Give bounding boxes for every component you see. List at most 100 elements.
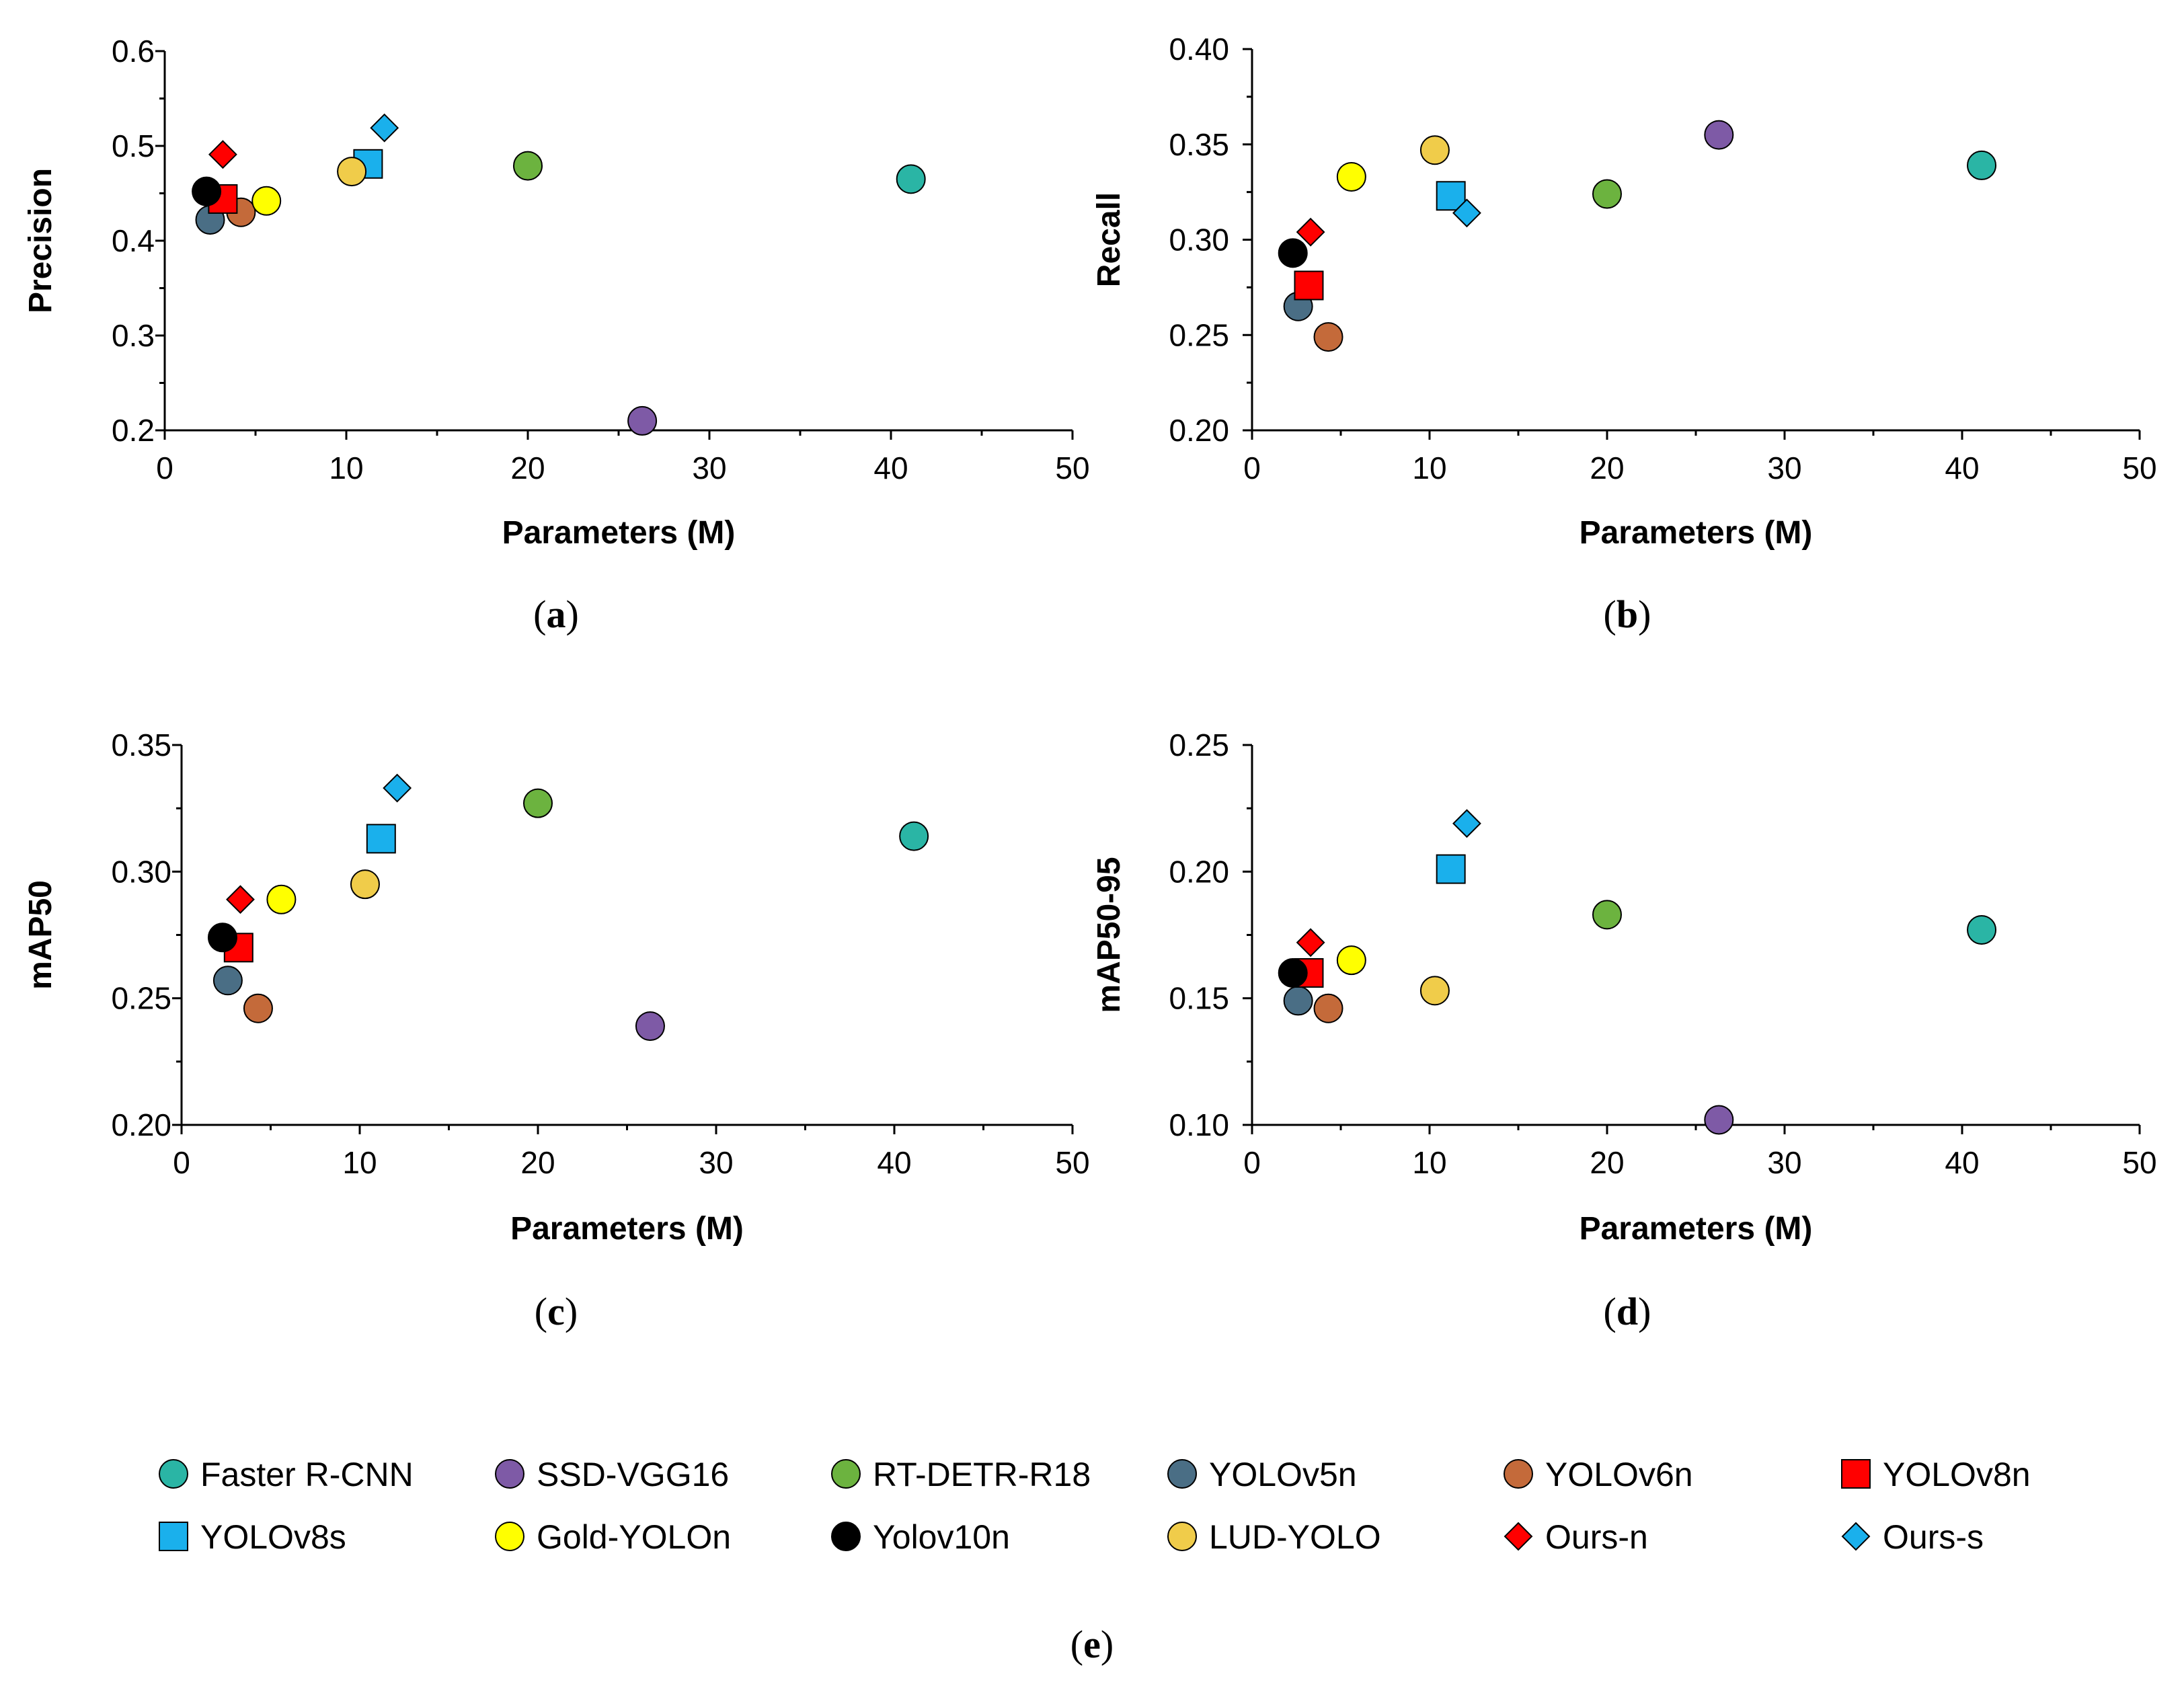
- y-tick-label: 0.6: [112, 34, 155, 69]
- x-axis-title: Parameters (M): [510, 1211, 744, 1247]
- x-tick-label: 20: [510, 450, 545, 485]
- y-tick-label: 0.2: [112, 413, 155, 448]
- legend-item-ours-n: Ours-n: [1504, 1518, 1648, 1556]
- x-tick-label: 20: [1590, 450, 1624, 485]
- legend-label: Ours-n: [1545, 1518, 1648, 1556]
- x-tick-label: 50: [1055, 450, 1089, 485]
- x-tick-label: 30: [692, 450, 726, 485]
- x-tick-label: 0: [1243, 1145, 1261, 1180]
- x-tick-label: 0: [156, 450, 173, 485]
- y-axis-title: Recall: [1091, 192, 1127, 287]
- point-ours-n: [208, 140, 237, 169]
- point-ours-s: [383, 773, 412, 803]
- legend-item-gold-yolon: Gold-YOLOn: [495, 1518, 731, 1556]
- legend-item-yolov10n: Yolov10n: [831, 1518, 1010, 1556]
- point-yolov6n: [1313, 993, 1343, 1023]
- legend-label: YOLOv8s: [200, 1518, 346, 1556]
- y-tick-label: 0.5: [112, 128, 155, 163]
- point-rt-detr-r18: [513, 151, 543, 181]
- x-tick-label: 30: [1767, 450, 1801, 485]
- y-tick-label: 0.15: [1169, 981, 1229, 1016]
- panel-d: 0 10 20 30 40 50 0.10 0.15 0.20 0.25 Parameters (M…: [1091, 728, 2157, 1333]
- point-yolov6n: [243, 993, 273, 1023]
- y-axis-title: mAP50-95: [1091, 857, 1127, 1013]
- panel-label-d: (d): [1604, 1290, 1651, 1333]
- point-yolov8s: [1436, 854, 1466, 884]
- point-yolov8s: [366, 824, 396, 854]
- x-tick-label: 0: [1243, 450, 1261, 485]
- point-ssd-vgg16: [635, 1011, 665, 1042]
- legend-item-yolov5n: YOLOv5n: [1167, 1456, 1357, 1493]
- x-tick-label: 40: [877, 1145, 911, 1180]
- x-tick-label: 50: [2122, 1145, 2156, 1180]
- y-tick-label: 0.20: [1169, 413, 1229, 448]
- panel-label-e: (e): [1070, 1622, 1114, 1666]
- point-faster-r-cnn: [1967, 150, 1997, 180]
- panel-c: 0 10 20 30 40 50 0.20 0.25 0.30 0.35 Parameters (M…: [23, 728, 1090, 1333]
- y-tick-label: 0.25: [1169, 317, 1229, 352]
- legend: Faster R-CNN SSD-VGG16 RT-DETR-R18 YOLOv5n Y…: [159, 1456, 2031, 1666]
- point-lud-yolo: [337, 157, 367, 187]
- point-ours-n: [226, 885, 255, 914]
- legend-marker-gold-yolon: [495, 1522, 524, 1551]
- point-ssd-vgg16: [627, 405, 658, 436]
- x-tick-label: 30: [699, 1145, 733, 1180]
- point-gold-yolon: [266, 884, 297, 914]
- legend-marker-yolov10n: [831, 1522, 861, 1551]
- legend-marker-faster-r-cnn: [159, 1459, 188, 1489]
- point-rt-detr-r18: [1592, 179, 1622, 209]
- x-tick-label: 50: [2122, 450, 2156, 485]
- x-axis-title: Parameters (M): [1580, 1211, 1813, 1247]
- legend-marker-ours-s: [1841, 1522, 1871, 1551]
- legend-marker-ssd-vgg16: [495, 1459, 524, 1489]
- y-tick-label: 0.35: [1169, 127, 1229, 162]
- y-tick-label: 0.40: [1169, 32, 1229, 67]
- legend-item-yolov8s: YOLOv8s: [159, 1518, 346, 1556]
- x-tick-label: 10: [342, 1145, 377, 1180]
- point-yolov10n: [1278, 238, 1308, 268]
- point-ssd-vgg16: [1704, 1105, 1734, 1135]
- point-lud-yolo: [1419, 976, 1450, 1006]
- point-ours-n: [1296, 217, 1325, 247]
- panel-label-a: (a): [533, 592, 579, 636]
- point-yolov6n: [1313, 322, 1343, 352]
- point-yolov10n: [1278, 958, 1308, 988]
- legend-item-yolov8n: YOLOv8n: [1841, 1456, 2031, 1493]
- point-ours-s: [1452, 809, 1481, 838]
- point-lud-yolo: [1419, 135, 1450, 165]
- point-rt-detr-r18: [1592, 900, 1622, 930]
- point-gold-yolon: [1336, 161, 1366, 192]
- legend-marker-yolov6n: [1504, 1459, 1533, 1489]
- scatter-panels: 0 10 20 30 40 50 0.2 0.3 0.4 0.5 0.6 Parameters (M)…: [23, 32, 2157, 1333]
- legend-marker-lud-yolo: [1167, 1522, 1197, 1551]
- y-tick-label: 0.20: [1169, 854, 1229, 889]
- legend-label: Gold-YOLOn: [537, 1518, 731, 1556]
- legend-item-yolov6n: YOLOv6n: [1504, 1456, 1693, 1493]
- point-ours-s: [1452, 198, 1481, 228]
- legend-marker-rt-detr-r18: [831, 1459, 861, 1489]
- y-axis-title: mAP50: [23, 880, 58, 990]
- y-tick-label: 0.10: [1169, 1107, 1229, 1142]
- legend-label: Faster R-CNN: [200, 1456, 414, 1493]
- x-tick-label: 50: [1055, 1145, 1089, 1180]
- y-tick-label: 0.25: [1169, 728, 1229, 762]
- y-tick-label: 0.4: [112, 223, 155, 258]
- legend-marker-yolov5n: [1167, 1459, 1197, 1489]
- x-tick-label: 10: [1412, 450, 1446, 485]
- legend-item-ours-s: Ours-s: [1841, 1518, 1984, 1556]
- legend-marker-ours-n: [1504, 1522, 1533, 1551]
- legend-item-rt-detr-r18: RT-DETR-R18: [831, 1456, 1091, 1493]
- legend-label: LUD-YOLO: [1209, 1518, 1381, 1556]
- x-tick-label: 40: [873, 450, 908, 485]
- point-yolov10n: [207, 923, 237, 953]
- legend-item-lud-yolo: LUD-YOLO: [1167, 1518, 1381, 1556]
- panel-a: 0 10 20 30 40 50 0.2 0.3 0.4 0.5 0.6 Parameters (M)…: [23, 34, 1090, 636]
- x-tick-label: 40: [1945, 1145, 1979, 1180]
- point-lud-yolo: [350, 869, 380, 900]
- point-gold-yolon: [1336, 945, 1366, 976]
- legend-marker-yolov8n: [1841, 1459, 1871, 1489]
- legend-item-ssd-vgg16: SSD-VGG16: [495, 1456, 729, 1493]
- x-tick-label: 20: [520, 1145, 555, 1180]
- y-tick-label: 0.30: [1169, 223, 1229, 258]
- legend-label: Ours-s: [1883, 1518, 1984, 1556]
